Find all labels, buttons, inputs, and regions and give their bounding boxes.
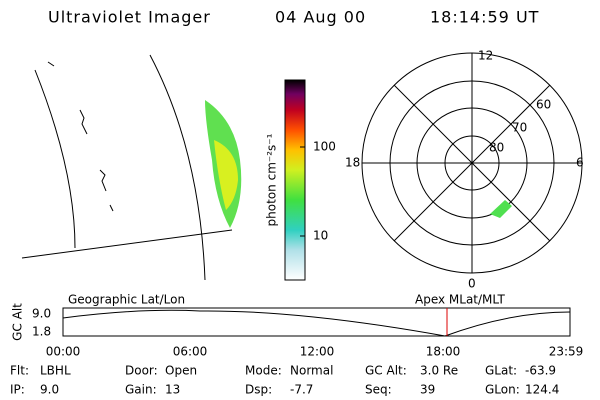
field-label: Flt: — [10, 364, 29, 378]
lat-label: 60 — [536, 98, 551, 112]
field-value: 13 — [165, 383, 180, 397]
field-label: Gain: — [125, 383, 157, 397]
field-value: 124.4 — [525, 383, 559, 397]
footer: Flt: LBHL Door: Open Mode: Normal GC Alt: 3.0 R… — [10, 364, 559, 397]
colorbar-label: photon cm⁻²s⁻¹ — [265, 133, 279, 226]
title: Ultraviolet Imager — [48, 8, 211, 27]
field-label: Mode: — [245, 364, 282, 378]
field-label: IP: — [10, 383, 25, 397]
timeline-right-label: Apex MLat/MLT — [415, 293, 505, 307]
timeline-y-tick: 9.0 — [32, 307, 51, 321]
lat-label: 80 — [489, 141, 504, 155]
timeline-x-tick: 18:00 — [426, 345, 461, 359]
time: 18:14:59 UT — [430, 8, 539, 27]
hour-label: 12 — [478, 49, 493, 63]
field-label: GC Alt: — [365, 364, 407, 378]
field-value: Open — [165, 364, 197, 378]
hour-label: 0 — [468, 277, 476, 291]
colorbar-tick-label: 10 — [313, 229, 328, 243]
field-value: LBHL — [40, 364, 71, 378]
timeline-x-tick: 00:00 — [46, 345, 81, 359]
polar-grid — [361, 52, 583, 274]
field-label: GLon: — [485, 383, 520, 397]
timeline-y-label: GC Alt — [11, 303, 25, 341]
hour-label: 18 — [345, 156, 360, 170]
altitude-curve — [62, 309, 571, 337]
timeline-x-tick: 06:00 — [173, 345, 208, 359]
field-label: Door: — [125, 364, 158, 378]
field-value: -63.9 — [525, 364, 556, 378]
timeline-y-tick: 1.8 — [32, 325, 51, 339]
map-image — [21, 54, 242, 281]
timeline-left-label: Geographic Lat/Lon — [68, 293, 185, 307]
colorbar — [284, 79, 306, 281]
lat-label: 70 — [512, 121, 527, 135]
colorbar-tick-label: 100 — [313, 140, 336, 154]
field-value: 3.0 Re — [420, 364, 458, 378]
timeline-x-tick: 12:00 — [300, 345, 335, 359]
timeline-box — [62, 307, 571, 337]
date: 04 Aug 00 — [275, 8, 366, 27]
hour-label: 6 — [576, 156, 584, 170]
field-value: 39 — [420, 383, 435, 397]
field-label: Dsp: — [245, 383, 272, 397]
field-value: Normal — [290, 364, 333, 378]
field-value: -7.7 — [290, 383, 313, 397]
field-label: GLat: — [485, 364, 517, 378]
field-label: Seq: — [365, 383, 392, 397]
timeline-x-tick: 23:59 — [549, 345, 584, 359]
field-value: 9.0 — [40, 383, 59, 397]
